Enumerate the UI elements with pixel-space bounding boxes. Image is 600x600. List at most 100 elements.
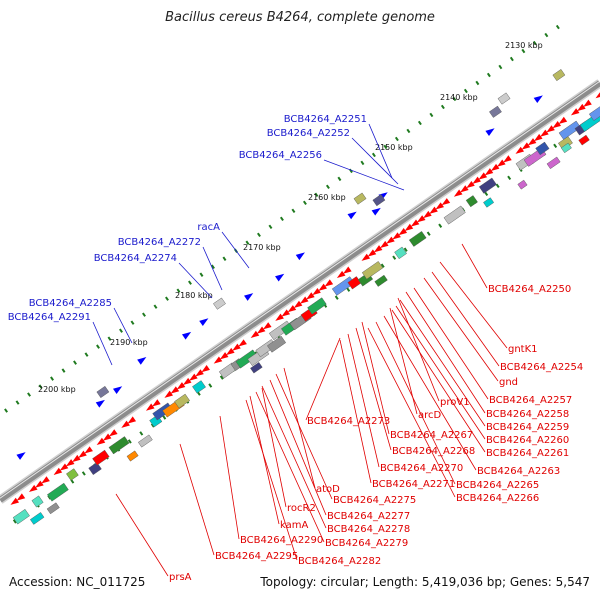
forward-gene-label: BCB4264_A2274 — [94, 253, 177, 264]
reverse-gene-arrow — [250, 330, 260, 338]
reverse-gene-arrow — [527, 138, 537, 146]
gene-block-minor — [560, 142, 572, 154]
reverse-gene-arrow — [96, 437, 106, 445]
reverse-gene-label: BCB4264_A2261 — [486, 448, 569, 459]
gene-block — [465, 195, 478, 208]
scale-tick-outer — [61, 368, 66, 373]
kbp-label: 2190 kbp — [110, 338, 148, 347]
forward-gene-label: BCB4264_A2272 — [118, 237, 201, 248]
reverse-gene-arrow — [595, 91, 600, 99]
reverse-gene-arrow — [379, 240, 389, 249]
reverse-gene-arrow — [293, 300, 303, 309]
backbone-highlight — [0, 81, 600, 499]
label-leader — [423, 277, 499, 382]
scale-tick-outer — [475, 80, 480, 86]
reverse-gene-arrow — [72, 454, 81, 463]
label-leader — [339, 339, 372, 484]
forward-gene-label: BCB4264_A2256 — [239, 150, 322, 161]
reverse-gene-arrow — [336, 270, 346, 279]
label-leader — [413, 287, 489, 400]
scale-tick-outer — [452, 96, 457, 102]
reverse-gene-arrow — [429, 206, 438, 214]
reverse-gene-arrow — [299, 296, 309, 304]
reverse-gene-arrow — [226, 347, 235, 356]
reverse-gene-arrow — [102, 433, 112, 441]
scale-tick-outer — [50, 376, 54, 381]
reverse-gene-label: BCB4264_A2282 — [298, 556, 381, 567]
forward-gene-arrow — [485, 128, 495, 137]
reverse-gene-arrow — [53, 467, 63, 475]
reverse-gene-arrow — [324, 279, 334, 287]
reverse-gene-arrow — [435, 202, 444, 210]
kbp-label: 2180 kbp — [175, 291, 213, 300]
reverse-gene-arrow — [121, 420, 130, 428]
scale-tick-outer — [555, 24, 560, 30]
label-leader — [368, 123, 393, 179]
scale-tick-outer — [130, 320, 135, 325]
reverse-gene-arrow — [182, 377, 192, 386]
label-leader — [221, 231, 250, 269]
scale-tick-outer — [96, 344, 100, 349]
reverse-gene-arrow — [552, 121, 562, 129]
reverse-gene-arrow — [583, 99, 592, 107]
label-leader — [355, 327, 392, 451]
scale-tick-outer — [15, 400, 20, 405]
scale-tick-outer — [302, 200, 307, 206]
scale-tick-inner — [495, 183, 500, 188]
reverse-gene-arrow — [256, 326, 266, 334]
scale-tick-outer — [486, 72, 491, 78]
scale-tick-outer — [84, 352, 89, 357]
reverse-gene-arrow — [570, 108, 580, 116]
gene-block — [31, 495, 44, 508]
reverse-gene-arrow — [416, 215, 426, 223]
gene-block-minor — [517, 179, 528, 190]
forward-gene-arrow — [295, 252, 305, 261]
gene-block-minor — [578, 134, 590, 146]
label-leader — [431, 271, 500, 367]
forward-gene-label: BCB4264_A2252 — [267, 128, 350, 139]
reverse-gene-arrow — [275, 313, 284, 321]
reverse-gene-arrow — [41, 476, 50, 484]
forward-gene-arrow — [95, 399, 105, 408]
scale-tick-inner — [81, 471, 86, 476]
reverse-gene-arrow — [152, 399, 161, 407]
scale-tick-inner — [139, 431, 144, 436]
scale-tick-inner — [403, 247, 408, 252]
gene-block — [267, 335, 287, 353]
reverse-gene-arrow — [213, 356, 223, 364]
reverse-gene-arrow — [533, 133, 543, 142]
scale-tick-outer — [291, 208, 296, 214]
reverse-gene-label: kamA — [280, 520, 308, 531]
forward-gene-block — [497, 92, 511, 105]
reverse-gene-arrow — [109, 429, 118, 437]
label-leader — [202, 246, 223, 291]
reverse-gene-label: BCB4264_A2290 — [240, 535, 323, 546]
label-leader — [361, 321, 390, 435]
gene-block — [478, 177, 497, 194]
forward-gene-arrow — [181, 331, 192, 340]
reverse-gene-arrow — [546, 125, 555, 133]
forward-gene-arrow — [244, 293, 254, 301]
reverse-gene-label: BCB4264_A2271 — [372, 479, 455, 490]
label-leader — [261, 385, 327, 529]
label-leader — [219, 415, 240, 540]
forward-gene-block — [489, 105, 502, 118]
scale-tick-outer — [325, 184, 330, 190]
scale-tick-outer — [119, 328, 123, 333]
reverse-gene-label: proV1 — [440, 397, 470, 408]
reverse-gene-arrow — [503, 155, 512, 163]
reverse-gene-arrow — [373, 245, 383, 253]
reverse-gene-arrow — [127, 416, 137, 424]
label-leader — [399, 299, 486, 427]
kbp-label: 2140 kbp — [440, 93, 478, 102]
scale-tick-outer — [360, 160, 365, 166]
label-leader — [115, 493, 169, 577]
reverse-gene-arrow — [404, 223, 414, 231]
scale-tick-outer — [153, 304, 158, 309]
label-leader — [275, 373, 333, 500]
gene-block — [443, 205, 466, 225]
scale-tick-outer — [256, 232, 261, 237]
scale-tick-outer — [371, 152, 376, 158]
scale-tick-outer — [509, 56, 514, 62]
